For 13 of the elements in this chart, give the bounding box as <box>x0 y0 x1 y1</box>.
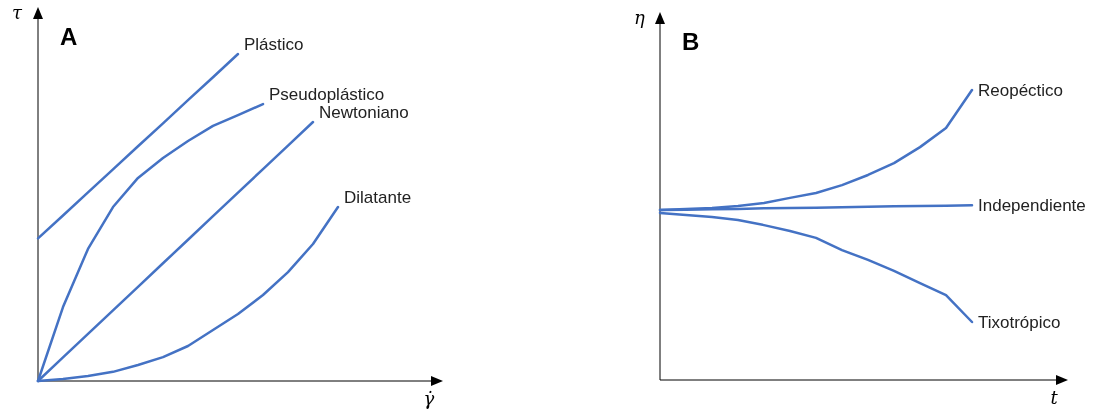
x-axis-title: t <box>1050 387 1059 408</box>
series-label: Dilatante <box>344 187 412 207</box>
series-label: Newtoniano <box>319 102 409 122</box>
series-label: Independiente <box>978 196 1086 216</box>
y-axis-title: η <box>634 7 645 28</box>
x-axis-title: γ̇ <box>423 388 435 409</box>
y-axis-title: τ <box>12 2 23 23</box>
chart-title: B <box>682 28 700 55</box>
series-label: Tixotrópico <box>978 312 1061 332</box>
series-label: Pseudoplástico <box>269 84 385 104</box>
series-label: Plástico <box>244 34 304 54</box>
chart-title: A <box>60 23 78 50</box>
series-label: Reopéctico <box>978 80 1064 100</box>
